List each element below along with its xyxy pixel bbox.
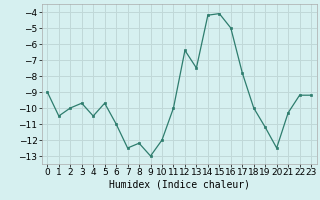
X-axis label: Humidex (Indice chaleur): Humidex (Indice chaleur) (109, 180, 250, 190)
